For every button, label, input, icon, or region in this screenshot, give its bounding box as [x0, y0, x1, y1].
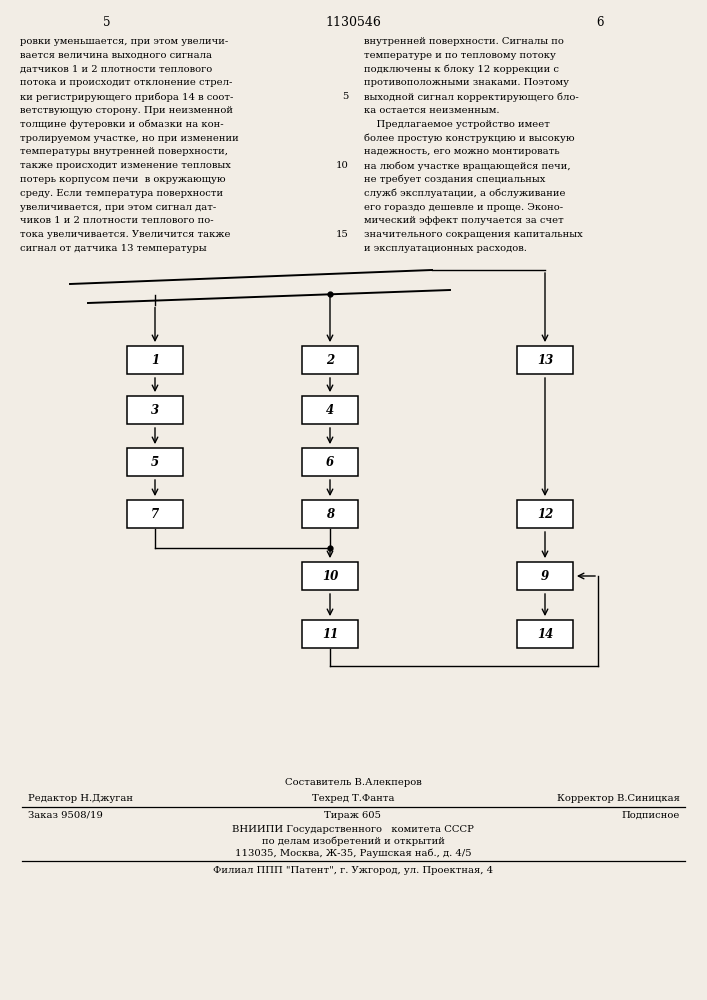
- Text: 6: 6: [596, 15, 604, 28]
- Bar: [127, 346, 183, 374]
- Bar: [302, 562, 358, 590]
- Bar: [517, 562, 573, 590]
- Text: Предлагаемое устройство имеет: Предлагаемое устройство имеет: [364, 120, 550, 129]
- Text: также происходит изменение тепловых: также происходит изменение тепловых: [20, 161, 231, 170]
- Bar: [127, 396, 183, 424]
- Text: выходной сигнал корректирующего бло-: выходной сигнал корректирующего бло-: [364, 92, 579, 102]
- Text: внутренней поверхности. Сигналы по: внутренней поверхности. Сигналы по: [364, 37, 564, 46]
- Text: значительного сокращения капитальных: значительного сокращения капитальных: [364, 230, 583, 239]
- Text: Тираж 605: Тираж 605: [325, 811, 382, 820]
- Bar: [302, 620, 358, 648]
- Bar: [302, 346, 358, 374]
- Text: тока увеличивается. Увеличится также: тока увеличивается. Увеличится также: [20, 230, 230, 239]
- Text: чиков 1 и 2 плотности теплового по-: чиков 1 и 2 плотности теплового по-: [20, 216, 214, 225]
- Text: 10: 10: [336, 161, 349, 170]
- Text: служб эксплуатации, а обслуживание: служб эксплуатации, а обслуживание: [364, 189, 566, 198]
- Text: температуре и по тепловому потоку: температуре и по тепловому потоку: [364, 51, 556, 60]
- Text: более простую конструкцию и высокую: более простую конструкцию и высокую: [364, 134, 575, 143]
- Text: увеличивается, при этом сигнал дат-: увеличивается, при этом сигнал дат-: [20, 203, 216, 212]
- Text: температуры внутренней поверхности,: температуры внутренней поверхности,: [20, 147, 228, 156]
- Text: 6: 6: [326, 456, 334, 468]
- Text: толщине футеровки и обмазки на кон-: толщине футеровки и обмазки на кон-: [20, 120, 223, 129]
- Text: Корректор В.Синицкая: Корректор В.Синицкая: [557, 794, 680, 803]
- Text: 5: 5: [151, 456, 159, 468]
- Text: Редактор Н.Джуган: Редактор Н.Джуган: [28, 794, 133, 803]
- Bar: [127, 500, 183, 528]
- Text: ветствующую сторону. При неизменной: ветствующую сторону. При неизменной: [20, 106, 233, 115]
- Text: потока и происходит отклонение стрел-: потока и происходит отклонение стрел-: [20, 78, 233, 87]
- Bar: [302, 500, 358, 528]
- Bar: [517, 346, 573, 374]
- Text: и эксплуатационных расходов.: и эксплуатационных расходов.: [364, 244, 527, 253]
- Text: 11: 11: [322, 628, 338, 641]
- Text: Заказ 9508/19: Заказ 9508/19: [28, 811, 103, 820]
- Text: ровки уменьшается, при этом увеличи-: ровки уменьшается, при этом увеличи-: [20, 37, 228, 46]
- Bar: [302, 396, 358, 424]
- Text: ка остается неизменным.: ка остается неизменным.: [364, 106, 500, 115]
- Text: Составитель В.Алекперов: Составитель В.Алекперов: [285, 778, 421, 787]
- Text: вается величина выходного сигнала: вается величина выходного сигнала: [20, 51, 212, 60]
- Text: Техред Т.Фанта: Техред Т.Фанта: [312, 794, 395, 803]
- Text: 4: 4: [326, 403, 334, 416]
- Text: 15: 15: [336, 230, 349, 239]
- Text: Филиал ППП "Патент", г. Ужгород, ул. Проектная, 4: Филиал ППП "Патент", г. Ужгород, ул. Про…: [213, 866, 493, 875]
- Text: 7: 7: [151, 508, 159, 520]
- Text: 5: 5: [103, 15, 111, 28]
- Text: его гораздо дешевле и проще. Эконо-: его гораздо дешевле и проще. Эконо-: [364, 203, 563, 212]
- Text: подключены к блоку 12 коррекции с: подключены к блоку 12 коррекции с: [364, 65, 559, 74]
- Text: ки регистрирующего прибора 14 в соот-: ки регистрирующего прибора 14 в соот-: [20, 92, 233, 102]
- Text: 8: 8: [326, 508, 334, 520]
- Text: 10: 10: [322, 570, 338, 582]
- Text: 2: 2: [326, 354, 334, 366]
- Text: 113035, Москва, Ж-35, Раушская наб., д. 4/5: 113035, Москва, Ж-35, Раушская наб., д. …: [235, 849, 472, 858]
- Bar: [127, 448, 183, 476]
- Text: противоположными знаками. Поэтому: противоположными знаками. Поэтому: [364, 78, 569, 87]
- Bar: [517, 620, 573, 648]
- Text: на любом участке вращающейся печи,: на любом участке вращающейся печи,: [364, 161, 571, 171]
- Text: 1: 1: [151, 354, 159, 366]
- Text: 14: 14: [537, 628, 553, 641]
- Text: тролируемом участке, но при изменении: тролируемом участке, но при изменении: [20, 134, 239, 143]
- Text: надежность, его можно монтировать: надежность, его можно монтировать: [364, 147, 560, 156]
- Text: не требует создания специальных: не требует создания специальных: [364, 175, 545, 184]
- Text: среду. Если температура поверхности: среду. Если температура поверхности: [20, 189, 223, 198]
- Text: 12: 12: [537, 508, 553, 520]
- Bar: [302, 448, 358, 476]
- Text: мический эффект получается за счет: мический эффект получается за счет: [364, 216, 563, 225]
- Text: ВНИИПИ Государственного   комитета СССР: ВНИИПИ Государственного комитета СССР: [232, 825, 474, 834]
- Text: потерь корпусом печи  в окружающую: потерь корпусом печи в окружающую: [20, 175, 226, 184]
- Text: сигнал от датчика 13 температуры: сигнал от датчика 13 температуры: [20, 244, 206, 253]
- Text: 1130546: 1130546: [325, 15, 381, 28]
- Text: Подписное: Подписное: [621, 811, 680, 820]
- Bar: [517, 500, 573, 528]
- Text: 3: 3: [151, 403, 159, 416]
- Text: 9: 9: [541, 570, 549, 582]
- Text: 13: 13: [537, 354, 553, 366]
- Text: датчиков 1 и 2 плотности теплового: датчиков 1 и 2 плотности теплового: [20, 65, 212, 74]
- Text: по делам изобретений и открытий: по делам изобретений и открытий: [262, 837, 445, 846]
- Text: 5: 5: [343, 92, 349, 101]
